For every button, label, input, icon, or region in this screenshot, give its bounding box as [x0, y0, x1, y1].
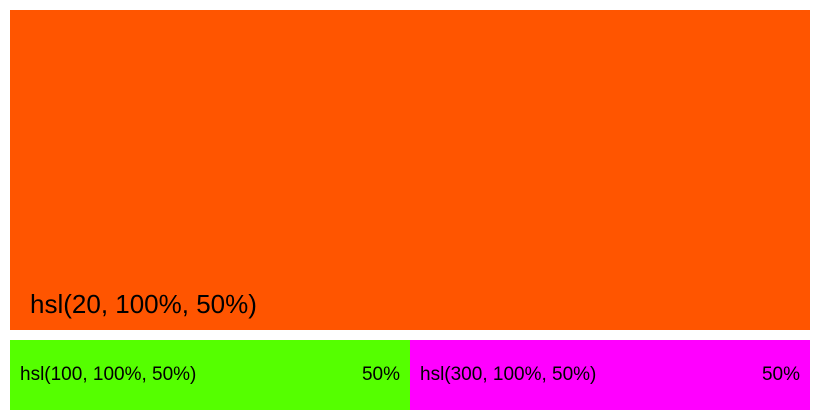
swatch-weight: 50%	[361, 364, 400, 385]
swatch-weight: 50%	[761, 364, 800, 385]
mixed-color-result: hsl(20, 100%, 50%)	[10, 10, 810, 330]
swatch-color-label: hsl(300, 100%, 50%)	[420, 364, 597, 385]
swatch-color-label: hsl(100, 100%, 50%)	[20, 364, 197, 385]
source-color-swatch[interactable]: hsl(100, 100%, 50%) 50%	[10, 340, 410, 410]
source-color-swatch[interactable]: hsl(300, 100%, 50%) 50%	[410, 340, 810, 410]
mixed-color-label: hsl(20, 100%, 50%)	[30, 289, 257, 319]
source-colors: hsl(100, 100%, 50%) 50% hsl(300, 100%, 5…	[10, 340, 810, 410]
